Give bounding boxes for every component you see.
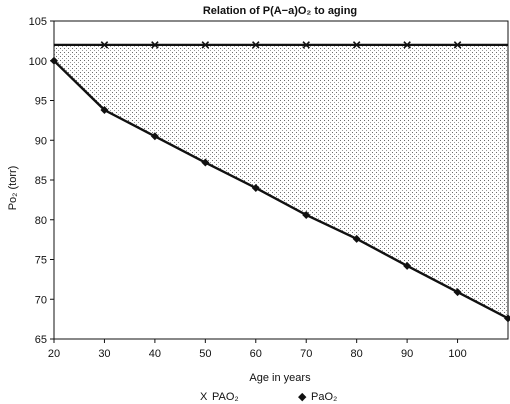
x-tick-label: 40	[149, 348, 161, 360]
x-tick-label: 90	[401, 348, 413, 360]
y-tick-label: 75	[35, 255, 47, 267]
x-tick-label: 50	[199, 348, 211, 360]
series-line-pao2-arterial	[53, 59, 509, 320]
x-tick-label: 100	[448, 348, 466, 360]
x-tick-label: 70	[300, 348, 312, 360]
chart-title: Relation of P(A−a)O₂ to aging	[203, 5, 357, 17]
x-axis-title: Age in years	[249, 372, 311, 384]
marker-diamond-point	[352, 234, 361, 243]
x-tick-label: 80	[351, 348, 363, 360]
y-tick-label: 100	[29, 56, 47, 68]
marker-diamond-point	[504, 314, 510, 323]
marker-x-point	[302, 41, 310, 49]
marker-x-point	[201, 41, 210, 49]
y-tick-label: 85	[35, 175, 47, 187]
marker-diamond-point	[403, 261, 412, 270]
marker-diamond-point	[201, 158, 210, 167]
marker-x-point	[252, 41, 260, 49]
plot-area: 65 70 75 80 85 90 95 100 105 20 30 40 50 60 70 80 90 100	[29, 16, 510, 360]
legend-label-pao2-alveolar: PAO₂	[212, 391, 239, 403]
marker-diamond-point	[100, 106, 109, 115]
marker-diamond-point	[302, 210, 311, 219]
marker-diamond-point	[251, 183, 260, 192]
x-tick-label: 20	[48, 348, 60, 360]
legend-marker-diamond-icon: ◆	[298, 391, 307, 403]
marker-x-point	[100, 41, 109, 49]
y-tick-label: 70	[35, 294, 47, 306]
x-tick-label: 30	[98, 348, 110, 360]
shaded-difference-region	[54, 44, 508, 319]
marker-x-point	[403, 41, 411, 49]
legend: X PAO₂ ◆ PaO₂	[200, 391, 337, 403]
legend-label-pao2-arterial: PaO₂	[311, 391, 337, 403]
marker-diamond-point	[150, 132, 159, 141]
marker-diamond-point	[453, 288, 462, 297]
y-tick-label: 90	[35, 135, 47, 147]
marker-x-point	[151, 41, 159, 49]
y-axis-title: Po₂ (torr)	[7, 166, 19, 211]
legend-marker-x-icon: X	[200, 391, 208, 403]
y-tick-label: 105	[29, 16, 47, 28]
y-tick-label: 65	[35, 334, 47, 346]
marker-x-point	[352, 41, 361, 49]
x-tick-label: 60	[250, 348, 262, 360]
y-tick-label: 95	[35, 96, 47, 108]
y-tick-label: 80	[35, 215, 47, 227]
marker-x-point	[453, 41, 462, 49]
marker-diamond-point	[50, 56, 58, 65]
